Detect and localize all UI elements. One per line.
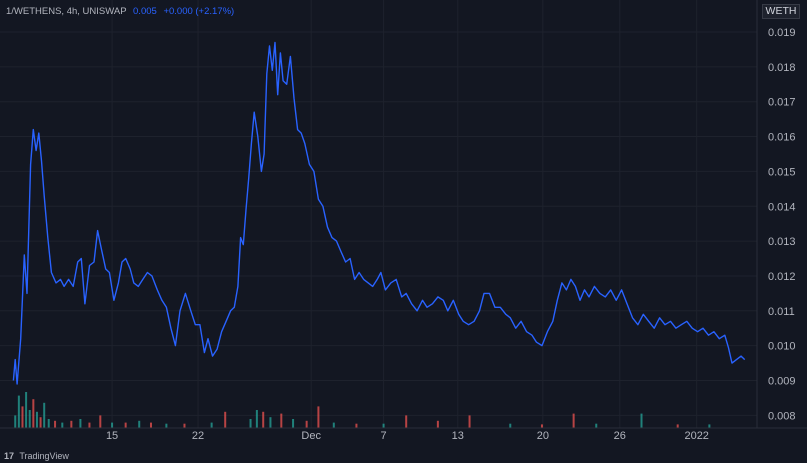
volume-bar xyxy=(305,420,308,428)
price-change: +0.000 (+2.17%) xyxy=(163,6,235,17)
volume-bar xyxy=(224,411,227,428)
x-tick-label: 22 xyxy=(192,430,204,442)
volume-bar xyxy=(405,415,408,428)
symbol-legend: 1/WETHENS, 4h, UNISWAP 0.005 +0.000 (+2.… xyxy=(6,6,234,17)
volume-bar xyxy=(124,422,127,428)
volume-bar xyxy=(280,413,283,428)
volume-bar xyxy=(262,411,265,428)
volume-bar xyxy=(111,422,114,428)
y-tick-label: 0.018 xyxy=(768,62,796,74)
volume-bar xyxy=(509,423,512,428)
volume-bar xyxy=(355,423,358,428)
x-tick-label: 7 xyxy=(381,430,387,442)
x-tick-label: 20 xyxy=(537,430,549,442)
volume-bar xyxy=(382,423,385,428)
volume-bar xyxy=(88,422,91,428)
volume-bar xyxy=(269,417,272,428)
volume-bar xyxy=(32,399,35,428)
price-axis[interactable]: 0.019 0.018 0.017 0.016 0.015 0.014 0.013 0.012… xyxy=(768,27,796,422)
volume-bar xyxy=(99,415,102,428)
volume-bar xyxy=(21,406,24,428)
y-tick-label: 0.019 xyxy=(768,27,796,39)
volume-bar xyxy=(183,423,186,428)
volume-bar xyxy=(47,419,50,428)
volume-bar xyxy=(39,417,42,428)
y-tick-label: 0.010 xyxy=(768,341,796,353)
volume-bar xyxy=(708,424,711,428)
volume-bar xyxy=(640,413,643,428)
volume-bar xyxy=(540,424,543,428)
volume-bar xyxy=(138,420,141,428)
x-tick-label: 13 xyxy=(452,430,464,442)
volume-bar xyxy=(43,402,46,428)
volume-bar xyxy=(54,420,57,428)
y-tick-label: 0.015 xyxy=(768,166,796,178)
volume-bar xyxy=(595,423,598,428)
chart-grid xyxy=(0,0,757,428)
tradingview-brand: TradingView xyxy=(19,451,69,461)
volume-bar xyxy=(436,420,439,428)
volume-bar xyxy=(25,392,28,428)
volume-bar xyxy=(210,422,213,428)
y-tick-label: 0.009 xyxy=(768,376,796,388)
time-axis[interactable]: 15 22 Dec 7 13 20 26 2022 xyxy=(106,430,709,442)
tradingview-logo-icon: 17 xyxy=(4,451,15,461)
volume-bar xyxy=(17,395,20,428)
volume-bar xyxy=(61,422,64,428)
y-tick-label: 0.016 xyxy=(768,132,796,144)
volume-bar xyxy=(468,415,471,428)
last-price: 0.005 xyxy=(133,6,157,17)
volume-bar xyxy=(317,406,320,428)
y-tick-label: 0.011 xyxy=(768,306,795,318)
tradingview-footer[interactable]: 17 TradingView xyxy=(4,451,69,461)
volume-bar xyxy=(676,424,679,428)
volume-bar xyxy=(572,413,575,428)
volume-bar xyxy=(14,415,17,428)
volume-bar xyxy=(255,410,258,428)
y-tick-label: 0.013 xyxy=(768,236,796,248)
y-tick-label: 0.014 xyxy=(768,201,796,213)
x-tick-label: 26 xyxy=(614,430,626,442)
symbol-label[interactable]: 1/WETHENS, 4h, UNISWAP xyxy=(6,6,127,17)
volume-bar xyxy=(79,419,82,428)
y-tick-label: 0.017 xyxy=(768,97,796,109)
volume-bar xyxy=(149,422,152,428)
x-tick-label: Dec xyxy=(301,430,321,442)
volume-bar xyxy=(70,420,73,428)
x-tick-label: 2022 xyxy=(684,430,708,442)
volume-bar xyxy=(28,410,31,428)
volume-bar xyxy=(35,411,38,428)
currency-unit-label[interactable]: WETH xyxy=(762,4,800,19)
price-line[interactable] xyxy=(12,41,746,385)
y-tick-label: 0.008 xyxy=(768,410,796,422)
x-tick-label: 15 xyxy=(106,430,118,442)
volume-bar xyxy=(165,423,168,428)
volume-bars xyxy=(14,392,711,428)
y-tick-label: 0.012 xyxy=(768,271,796,283)
volume-bar xyxy=(332,422,335,428)
volume-bar xyxy=(249,419,252,428)
volume-bar xyxy=(292,419,295,428)
